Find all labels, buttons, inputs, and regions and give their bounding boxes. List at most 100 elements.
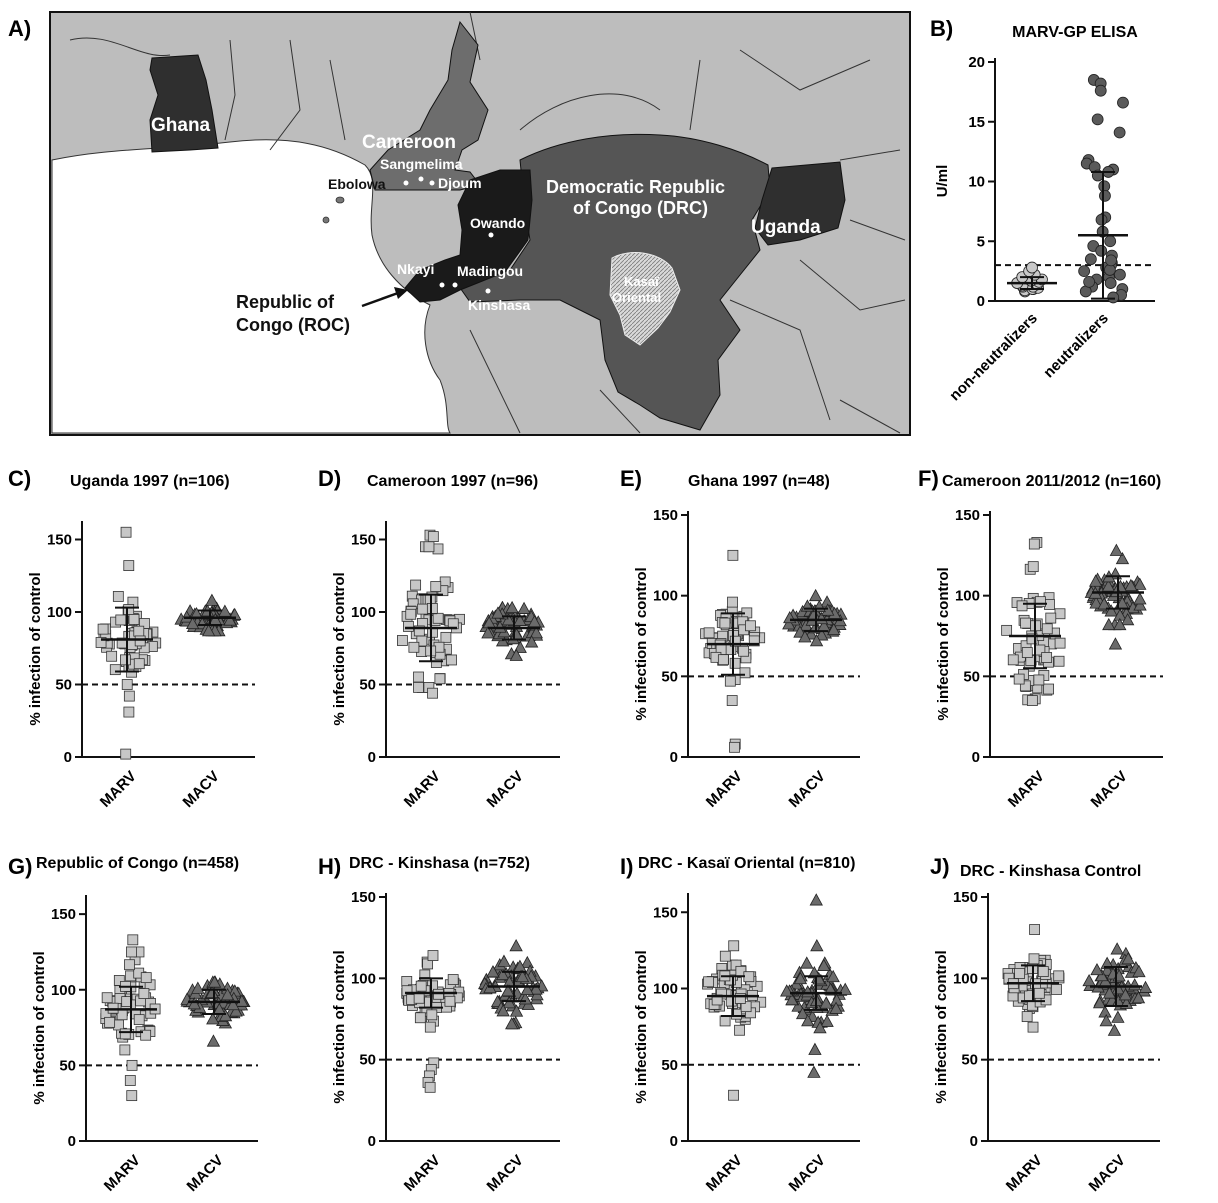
chart-h-point — [424, 1021, 436, 1033]
chart-f-ylabel: % infection of control — [935, 567, 952, 720]
chart-g-point — [229, 1004, 243, 1017]
chart-e-point — [727, 596, 738, 608]
chart-i-point — [728, 1089, 739, 1101]
chart-h-point — [486, 965, 500, 978]
chart-f-point — [1097, 597, 1111, 610]
chart-d-ytick-label: 100 — [351, 604, 376, 621]
chart-b-point — [1083, 275, 1095, 288]
chart-i-ylabel: % infection of control — [633, 950, 650, 1103]
chart-i-point — [795, 1006, 810, 1020]
panel-label-c: C) — [8, 466, 31, 491]
chart-b-point — [1095, 244, 1108, 257]
chart-c-point — [133, 625, 145, 637]
chart-h-point — [427, 950, 439, 961]
chart-i-point — [819, 996, 833, 1009]
chart-e-xtick-label: MACV — [786, 768, 829, 811]
label-ebolowa: Ebolowa — [328, 176, 386, 192]
chart-i-xtick-label: MACV — [786, 1152, 829, 1195]
chart-h-ytick-label: 100 — [351, 970, 376, 987]
chart-d-point — [513, 640, 527, 653]
chart-c-point — [120, 654, 131, 666]
chart-d-point — [426, 603, 438, 614]
chart-h-ytick-label: 0 — [368, 1133, 376, 1150]
chart-e-ytick-label: 150 — [653, 507, 678, 524]
chart-c-point — [134, 635, 146, 647]
chart-b-point — [1105, 254, 1117, 267]
chart-c-point — [205, 593, 219, 606]
label-uganda: Uganda — [751, 217, 821, 238]
chart-e-ytick-label: 0 — [670, 749, 678, 766]
chart-f-outlier — [1108, 637, 1123, 650]
chart-d-point — [432, 612, 444, 624]
chart-h-point — [505, 1017, 519, 1030]
chart-j-point — [1138, 980, 1153, 993]
chart-i-point — [820, 1014, 834, 1027]
chart-j-ylabel: % infection of control — [933, 950, 950, 1103]
chart-j-point — [1021, 1011, 1033, 1023]
chart-j-point — [1037, 966, 1049, 977]
chart-c-outlier — [120, 748, 132, 760]
chart-c-point — [223, 613, 237, 626]
chart-c-xtick-label: MARV — [97, 768, 140, 811]
chart-f-point — [1045, 612, 1057, 624]
chart-c-point — [128, 614, 140, 625]
chart-c-outlier — [120, 526, 132, 538]
chart-g-outlier — [127, 934, 139, 946]
chart-j-point — [1102, 986, 1117, 999]
chart-b-ytick-label: 10 — [968, 174, 985, 191]
chart-g-point — [113, 1019, 124, 1031]
chart-i-point — [780, 984, 794, 997]
chart-c-ytick-label: 100 — [47, 604, 72, 621]
chart-e-point — [729, 657, 741, 669]
chart-h-point — [415, 980, 427, 992]
roc-region — [404, 169, 533, 303]
chart-g-point — [138, 988, 150, 999]
chart-d-point — [413, 671, 424, 683]
chart-h-xtick-label: MACV — [484, 1152, 527, 1195]
chart-e-point — [717, 654, 729, 666]
chart-d-point — [413, 682, 424, 693]
panel-f: F) Cameroon 2011/2012 (n=160) 0 50 100 150%… — [918, 466, 1163, 811]
map: Ghana Cameroon Democratic Republic of Co… — [49, 11, 911, 436]
chart-e-point — [808, 588, 823, 602]
chart-i-outlier — [809, 893, 823, 906]
chart-f-point — [1027, 561, 1039, 573]
chart-d-point — [403, 621, 414, 632]
chart-d-point — [481, 626, 495, 639]
chart-j-point — [1111, 1010, 1125, 1023]
chart-e-point — [719, 617, 731, 629]
chart-d-point — [430, 581, 442, 592]
chart-d-ytick-label: 0 — [368, 749, 376, 766]
chart-i-point — [808, 1042, 822, 1055]
chart-d-outlier — [427, 531, 439, 542]
chart-b-point — [1107, 291, 1120, 304]
chart-e-point — [745, 620, 756, 632]
chart-h-ytick-label: 50 — [359, 1052, 376, 1069]
chart-e-ytick-label: 100 — [653, 588, 678, 605]
chart-j-point — [1131, 991, 1146, 1004]
chart-f-point — [1088, 574, 1103, 587]
chart-d-point — [417, 603, 429, 615]
chart-h-point — [426, 1009, 438, 1021]
chart-i-point — [791, 999, 805, 1012]
chart-e-ytick-label: 50 — [661, 668, 678, 685]
kasai-region — [609, 252, 681, 346]
chart-c-point — [121, 679, 133, 690]
panel-b: B) MARV-GP ELISA U/ml 0 5 10 15 20 non-neutra… — [930, 16, 1155, 404]
panel-c: C) Uganda 1997 (n=106) 0 50 100 150 % infect… — [8, 466, 255, 811]
chart-d-point — [505, 600, 519, 614]
chart-h-point — [413, 992, 425, 1004]
chart-g-point — [187, 997, 201, 1010]
chart-j-point — [1095, 968, 1109, 982]
chart-h-point — [515, 969, 530, 983]
chart-i-point — [743, 971, 755, 983]
chart-e-outlier — [727, 549, 739, 561]
panel-label-i: I) — [620, 854, 633, 879]
chart-i-point — [734, 1024, 745, 1036]
chart-f-point — [1034, 596, 1046, 608]
label-cameroon: Cameroon — [362, 132, 456, 153]
chart-i-point — [807, 965, 821, 979]
chart-g-ytick-label: 100 — [51, 982, 76, 999]
chart-j-point — [1118, 988, 1133, 1001]
chart-g-ytick-label: 150 — [51, 906, 76, 923]
